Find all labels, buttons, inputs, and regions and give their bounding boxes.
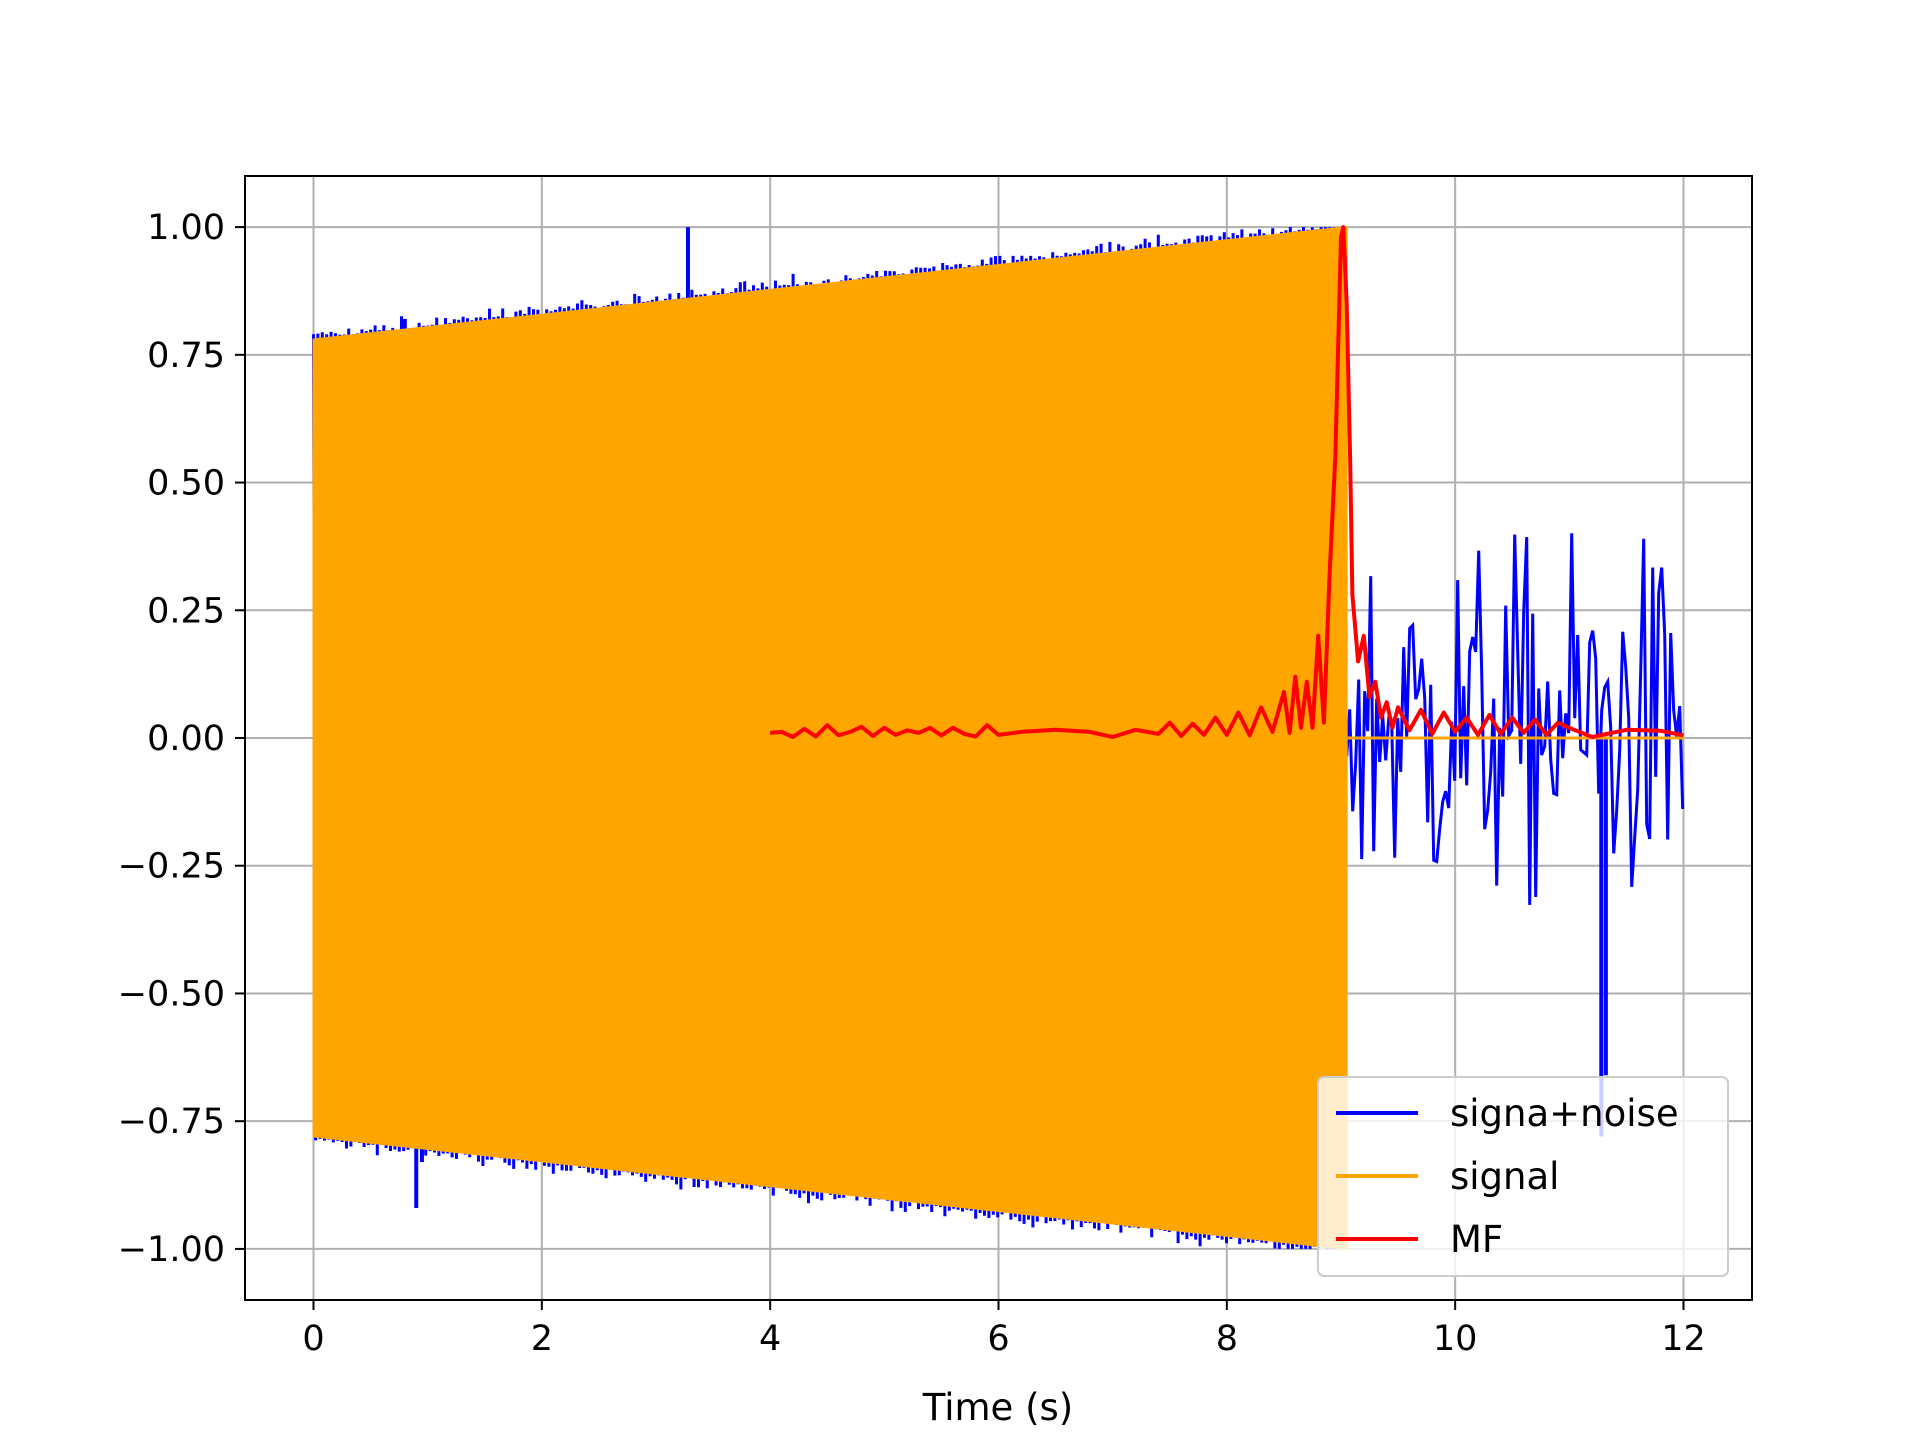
legend-label: signa+noise [1450,1092,1679,1135]
y-tick-label: −0.75 [118,1102,225,1142]
x-tick-label: 4 [759,1319,781,1359]
axis-ticks: 0 2 4 6 8 10 12 1.00 0.75 0.50 0.25 0.00 −0.25 −0.50 −… [118,208,1706,1359]
legend-label: MF [1450,1218,1503,1261]
x-tick-label: 10 [1433,1319,1478,1359]
signal-oscillation-band [312,225,1348,1251]
y-tick-label: 0.50 [147,464,225,504]
legend-item: MF [1336,1218,1503,1261]
x-tick-label: 6 [987,1319,1009,1359]
x-tick-label: 0 [302,1319,324,1359]
x-tick-label: 12 [1661,1319,1706,1359]
legend-item: signa+noise [1336,1092,1679,1135]
x-axis-label: Time (s) [922,1386,1073,1429]
y-tick-label: 0.00 [147,719,225,759]
y-tick-label: −0.25 [118,847,225,887]
x-tick-label: 2 [531,1319,553,1359]
y-tick-label: 1.00 [147,208,225,248]
legend: signa+noise signal MF [1317,1076,1729,1277]
y-tick-label: 0.25 [147,591,225,631]
x-tick-label: 8 [1216,1319,1238,1359]
legend-item: signal [1336,1155,1559,1198]
legend-box [1317,1076,1729,1277]
series-mf-line [770,225,1684,739]
legend-label: signal [1450,1155,1559,1198]
y-tick-label: −0.50 [118,974,225,1014]
y-tick-label: 0.75 [147,336,225,376]
y-tick-label: −1.00 [118,1230,225,1270]
signal-plus-noise-line-noise-part [1345,533,1685,905]
